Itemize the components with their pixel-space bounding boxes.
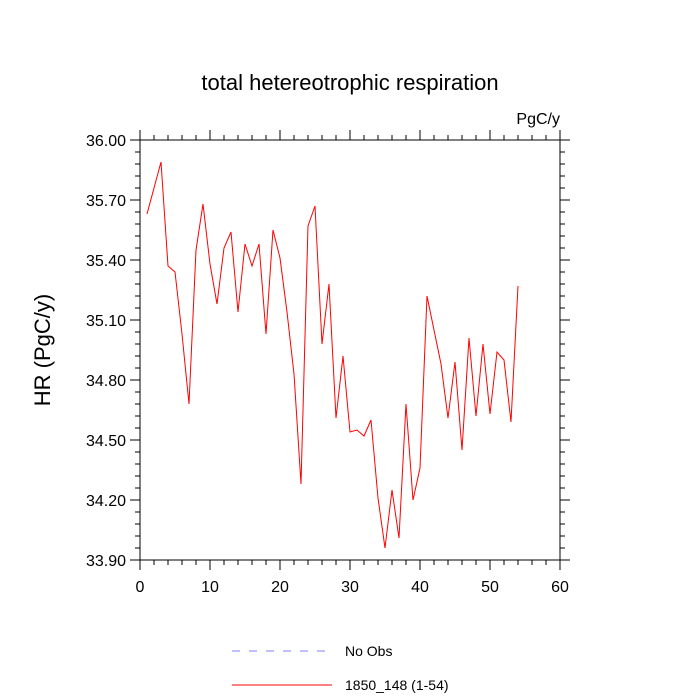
plot-frame: [139, 139, 561, 561]
x-tick-label: 20: [271, 579, 289, 596]
legend-label: 1850_148 (1-54): [345, 677, 449, 693]
y-tick-label: 34.80: [86, 373, 126, 390]
series-line: [146, 161, 519, 549]
units-label: PgC/y: [516, 111, 560, 128]
y-tick-label: 35.70: [86, 193, 126, 210]
y-axis-label: HR (PgC/y): [30, 294, 55, 406]
series-group: [146, 161, 519, 549]
x-tick-label: 40: [411, 579, 429, 596]
legend-label: No Obs: [345, 643, 392, 659]
y-tick-label: 35.40: [86, 253, 126, 270]
x-tick-label: 30: [341, 579, 359, 596]
y-tick-label: 34.50: [86, 433, 126, 450]
legend: No Obs 1850_148 (1-54): [232, 643, 449, 693]
x-tick-label: 60: [551, 579, 569, 596]
axis-tick-labels: 0 10 20 30 40 50 60 33.90 34.20 34.50 34.80 35.10 35…: [86, 133, 569, 596]
axis-ticks: [130, 130, 570, 570]
x-tick-label: 0: [136, 579, 145, 596]
x-tick-label: 10: [201, 579, 219, 596]
x-tick-label: 50: [481, 579, 499, 596]
y-tick-label: 33.90: [86, 553, 126, 570]
y-tick-label: 34.20: [86, 493, 126, 510]
chart-title: total hetereotrophic respiration: [201, 70, 498, 95]
y-tick-label: 35.10: [86, 313, 126, 330]
y-tick-label: 36.00: [86, 133, 126, 150]
